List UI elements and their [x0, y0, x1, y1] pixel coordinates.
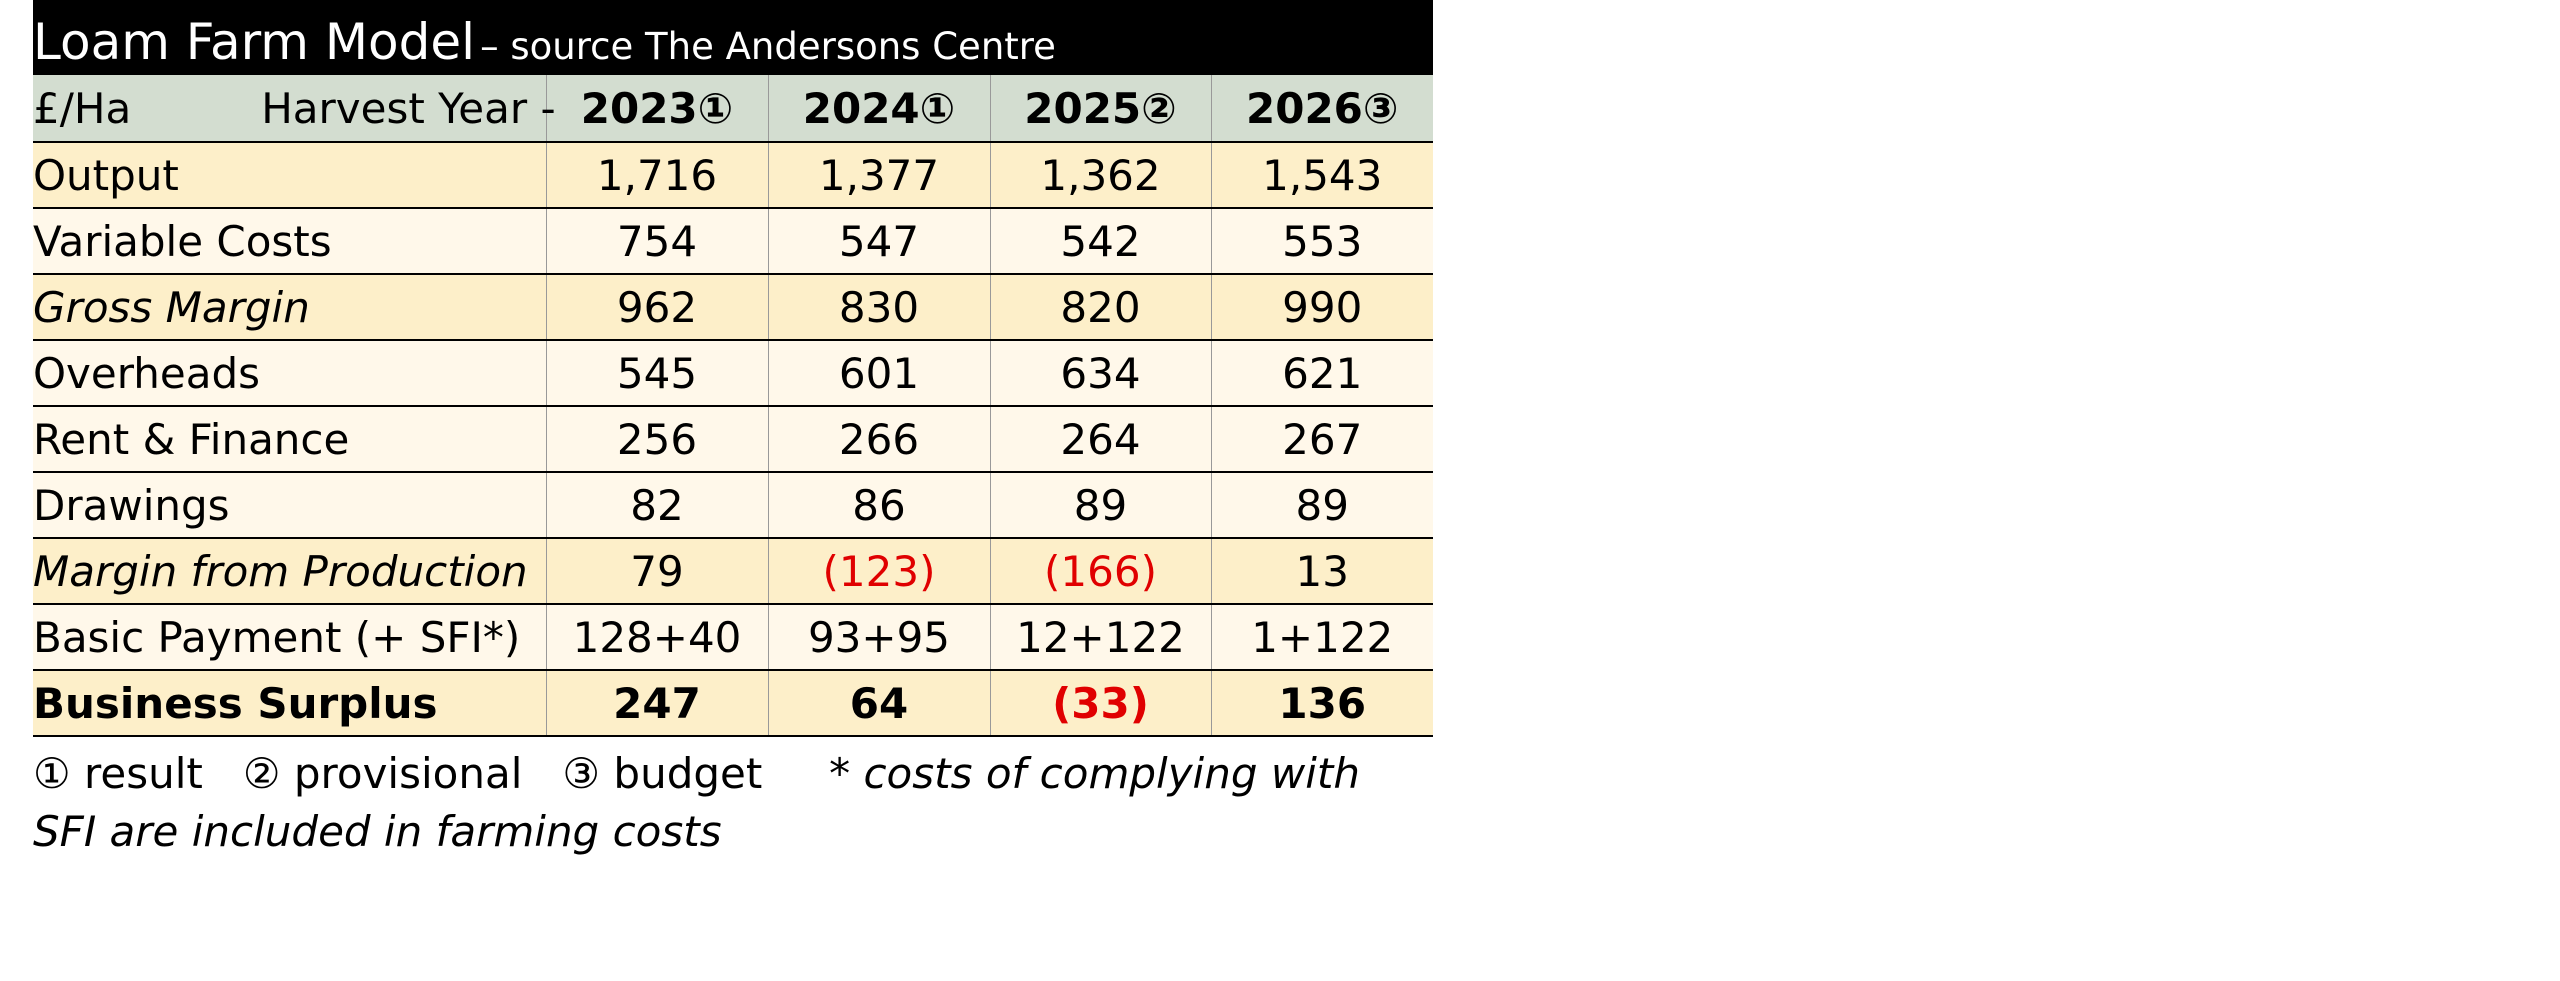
cell-value: (123) [767, 538, 990, 605]
table-row: Basic Payment (+ SFI*) 128+40 93+95 12+122 1… [33, 604, 1433, 671]
cell-value: 256 [545, 406, 768, 473]
cell-value: 64 [767, 670, 990, 737]
title-bar: Loam Farm Model – source The Andersons C… [33, 0, 1433, 75]
cell-value: 247 [545, 670, 768, 737]
cell-value: 79 [545, 538, 768, 605]
table-row: Margin from Production 79 (123) (166) 13 [33, 538, 1433, 605]
column-header: 2023① [545, 75, 768, 143]
row-label: Basic Payment (+ SFI*) [33, 604, 546, 671]
cell-value: 1,543 [1210, 142, 1433, 209]
cell-value: 830 [767, 274, 990, 341]
footnote-legend: ① result ② provisional ③ budget [33, 749, 763, 798]
table-row: Overheads 545 601 634 621 [33, 340, 1433, 407]
cell-value: 13 [1210, 538, 1433, 605]
table-row: Variable Costs 754 547 542 553 [33, 208, 1433, 275]
footnote-note: * costs of complying with SFI are includ… [33, 749, 1374, 856]
year-label: Harvest Year - [261, 83, 556, 133]
cell-value: 82 [545, 472, 768, 539]
cell-value: 12+122 [989, 604, 1211, 671]
row-label: Business Surplus [33, 670, 546, 737]
subtitle: – source The Andersons Centre [480, 25, 1056, 68]
footnote: ① result ② provisional ③ budget * costs … [33, 745, 1433, 861]
row-label: Variable Costs [33, 208, 546, 275]
cell-value: 1+122 [1210, 604, 1433, 671]
table: £/Ha Harvest Year - 2023① 2024① 2025② 2026③ … [33, 75, 1433, 737]
cell-value: 1,362 [989, 142, 1211, 209]
cell-value: 1,716 [545, 142, 768, 209]
column-header: 2025② [989, 75, 1211, 143]
cell-value: 86 [767, 472, 990, 539]
column-header: 2024① [767, 75, 990, 143]
cell-value: 267 [1210, 406, 1433, 473]
cell-value: 601 [767, 340, 990, 407]
cell-value: 266 [767, 406, 990, 473]
row-label: Gross Margin [33, 274, 546, 341]
column-header: 2026③ [1210, 75, 1433, 143]
cell-value: 136 [1210, 670, 1433, 737]
header-label: £/Ha Harvest Year - [33, 75, 556, 143]
table-body: £/Ha Harvest Year - 2023① 2024① 2025② 2026③ … [33, 75, 1433, 737]
table-row: Drawings 82 86 89 89 [33, 472, 1433, 539]
table-row: Output 1,716 1,377 1,362 1,543 [33, 142, 1433, 209]
cell-value: 89 [989, 472, 1211, 539]
cell-value: 820 [989, 274, 1211, 341]
cell-value: 990 [1210, 274, 1433, 341]
cell-value: 1,377 [767, 142, 990, 209]
cell-value: 754 [545, 208, 768, 275]
row-label: Rent & Finance [33, 406, 546, 473]
farm-model-table: Loam Farm Model – source The Andersons C… [33, 0, 1433, 861]
cell-value: 89 [1210, 472, 1433, 539]
cell-value: 542 [989, 208, 1211, 275]
row-label: Overheads [33, 340, 546, 407]
table-row: Gross Margin 962 830 820 990 [33, 274, 1433, 341]
cell-value: 545 [545, 340, 768, 407]
cell-value: 128+40 [545, 604, 768, 671]
cell-value: 547 [767, 208, 990, 275]
row-label: Margin from Production [33, 538, 546, 605]
cell-value: 962 [545, 274, 768, 341]
cell-value: 93+95 [767, 604, 990, 671]
cell-value: 621 [1210, 340, 1433, 407]
cell-value: (166) [989, 538, 1211, 605]
cell-value: 553 [1210, 208, 1433, 275]
cell-value: (33) [989, 670, 1211, 737]
cell-value: 634 [989, 340, 1211, 407]
table-row: Rent & Finance 256 266 264 267 [33, 406, 1433, 473]
row-label: Drawings [33, 472, 546, 539]
cell-value: 264 [989, 406, 1211, 473]
header-row: £/Ha Harvest Year - 2023① 2024① 2025② 2026③ [33, 75, 1433, 143]
title: Loam Farm Model [33, 13, 476, 71]
row-label: Output [33, 142, 546, 209]
table-row: Business Surplus 247 64 (33) 136 [33, 670, 1433, 737]
unit: £/Ha [33, 83, 132, 133]
